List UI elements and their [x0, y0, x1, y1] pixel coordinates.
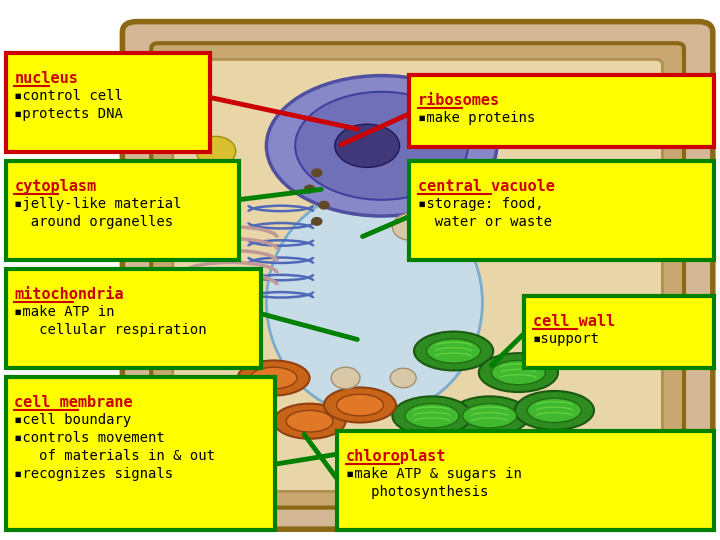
Text: ▪cell boundary: ▪cell boundary	[14, 413, 132, 427]
Ellipse shape	[266, 189, 482, 416]
Ellipse shape	[479, 353, 558, 392]
Ellipse shape	[287, 410, 333, 432]
Ellipse shape	[414, 332, 493, 370]
FancyBboxPatch shape	[6, 161, 239, 260]
Text: ▪make ATP in: ▪make ATP in	[14, 305, 115, 319]
FancyBboxPatch shape	[6, 53, 210, 152]
Text: water or waste: water or waste	[418, 215, 552, 229]
Text: mitochondria: mitochondria	[14, 287, 124, 302]
Text: ribosomes: ribosomes	[418, 93, 500, 108]
Circle shape	[331, 367, 360, 389]
Ellipse shape	[274, 404, 346, 438]
Text: cell membrane: cell membrane	[14, 395, 133, 410]
FancyBboxPatch shape	[122, 22, 713, 529]
Ellipse shape	[527, 399, 582, 422]
FancyBboxPatch shape	[409, 75, 714, 147]
Circle shape	[305, 185, 315, 193]
Text: ▪jelly-like material: ▪jelly-like material	[14, 197, 182, 211]
Ellipse shape	[295, 92, 468, 200]
Text: ▪support: ▪support	[533, 332, 600, 346]
Text: ▪make ATP & sugars in: ▪make ATP & sugars in	[346, 467, 521, 481]
Text: ▪make proteins: ▪make proteins	[418, 111, 535, 125]
Ellipse shape	[238, 361, 310, 395]
Ellipse shape	[498, 442, 553, 465]
Ellipse shape	[491, 361, 546, 384]
Ellipse shape	[486, 434, 565, 473]
Ellipse shape	[196, 136, 236, 166]
Text: nucleus: nucleus	[14, 71, 78, 86]
Circle shape	[392, 213, 428, 240]
Text: photosynthesis: photosynthesis	[346, 485, 488, 499]
FancyBboxPatch shape	[6, 269, 261, 368]
Ellipse shape	[450, 396, 529, 435]
Ellipse shape	[337, 394, 384, 416]
Text: around organelles: around organelles	[14, 215, 174, 229]
Ellipse shape	[463, 404, 517, 428]
Ellipse shape	[202, 404, 274, 438]
Text: ▪control cell: ▪control cell	[14, 89, 123, 103]
FancyBboxPatch shape	[409, 161, 714, 260]
Text: of materials in & out: of materials in & out	[14, 449, 215, 463]
Ellipse shape	[215, 410, 261, 432]
Ellipse shape	[392, 396, 472, 435]
Text: cellular respiration: cellular respiration	[14, 323, 207, 337]
FancyBboxPatch shape	[151, 43, 684, 508]
Text: ▪recognizes signals: ▪recognizes signals	[14, 467, 174, 481]
FancyBboxPatch shape	[524, 296, 714, 368]
FancyBboxPatch shape	[173, 59, 662, 491]
Ellipse shape	[266, 76, 497, 216]
Circle shape	[319, 201, 329, 209]
Ellipse shape	[335, 124, 400, 167]
Text: ▪storage: food,: ▪storage: food,	[418, 197, 543, 211]
Circle shape	[390, 368, 416, 388]
FancyBboxPatch shape	[6, 377, 275, 530]
Text: central vacuole: central vacuole	[418, 179, 554, 194]
FancyBboxPatch shape	[337, 431, 714, 530]
Ellipse shape	[251, 367, 297, 389]
Text: cytoplasm: cytoplasm	[14, 179, 96, 194]
Ellipse shape	[426, 339, 481, 363]
Text: cell wall: cell wall	[533, 314, 615, 329]
Ellipse shape	[515, 391, 594, 430]
Text: chloroplast: chloroplast	[346, 449, 446, 464]
Text: ▪protects DNA: ▪protects DNA	[14, 107, 123, 121]
Ellipse shape	[405, 404, 459, 428]
Circle shape	[312, 169, 322, 177]
Circle shape	[312, 218, 322, 225]
Text: ▪controls movement: ▪controls movement	[14, 431, 165, 445]
Ellipse shape	[324, 388, 396, 422]
